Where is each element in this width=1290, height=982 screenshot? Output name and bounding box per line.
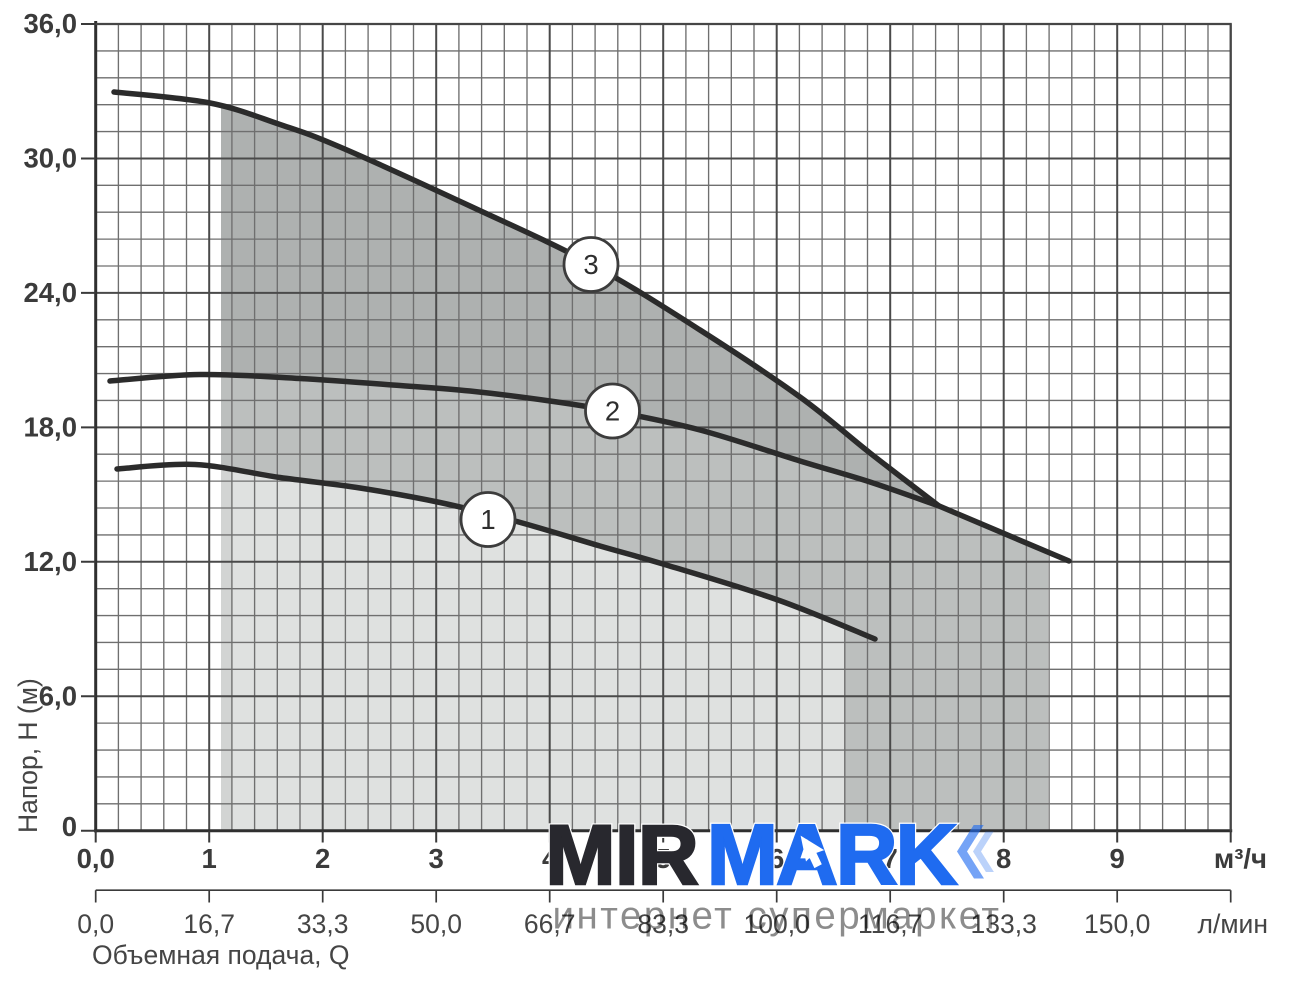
svg-text:7: 7: [883, 843, 898, 874]
svg-text:30,0: 30,0: [23, 143, 77, 174]
svg-text:л/мин: л/мин: [1198, 909, 1268, 939]
svg-text:MARK: MARK: [707, 808, 957, 903]
svg-text:18,0: 18,0: [23, 412, 77, 443]
svg-text:66,7: 66,7: [524, 909, 576, 939]
svg-text:83,3: 83,3: [637, 909, 689, 939]
svg-text:16,7: 16,7: [183, 909, 235, 939]
svg-text:24,0: 24,0: [23, 277, 77, 308]
svg-text:133,3: 133,3: [971, 909, 1037, 939]
svg-text:9: 9: [1110, 843, 1125, 874]
svg-text:Напор, H (м): Напор, H (м): [13, 678, 43, 833]
svg-text:м³/ч: м³/ч: [1214, 843, 1267, 874]
svg-text:0: 0: [62, 811, 77, 842]
svg-text:6: 6: [769, 843, 784, 874]
svg-text:Объемная подача, Q: Объемная подача, Q: [92, 940, 350, 970]
svg-text:12,0: 12,0: [23, 546, 77, 577]
svg-text:5: 5: [656, 843, 671, 874]
svg-text:116,7: 116,7: [858, 909, 922, 939]
svg-text:6,0: 6,0: [39, 680, 77, 711]
svg-text:50,0: 50,0: [410, 909, 462, 939]
svg-text:MARK: MARK: [707, 808, 957, 903]
svg-text:33,3: 33,3: [297, 909, 349, 939]
svg-text:интернет супермаркет: интернет супермаркет: [553, 895, 1002, 938]
svg-text:3: 3: [583, 249, 598, 280]
svg-text:0,0: 0,0: [77, 909, 114, 939]
svg-text:100,0: 100,0: [744, 909, 810, 939]
svg-text:1: 1: [202, 843, 217, 874]
svg-text:150,0: 150,0: [1084, 909, 1150, 939]
svg-text:MIR: MIR: [546, 808, 699, 902]
svg-text:3: 3: [429, 843, 444, 874]
svg-text:2: 2: [605, 396, 620, 427]
svg-text:0,0: 0,0: [77, 843, 115, 874]
svg-text:1: 1: [480, 504, 495, 535]
svg-text:MIR: MIR: [546, 808, 699, 902]
svg-text:2: 2: [315, 843, 330, 874]
svg-text:4: 4: [542, 843, 558, 874]
svg-text:36,0: 36,0: [23, 8, 77, 39]
svg-text:8: 8: [996, 843, 1011, 874]
